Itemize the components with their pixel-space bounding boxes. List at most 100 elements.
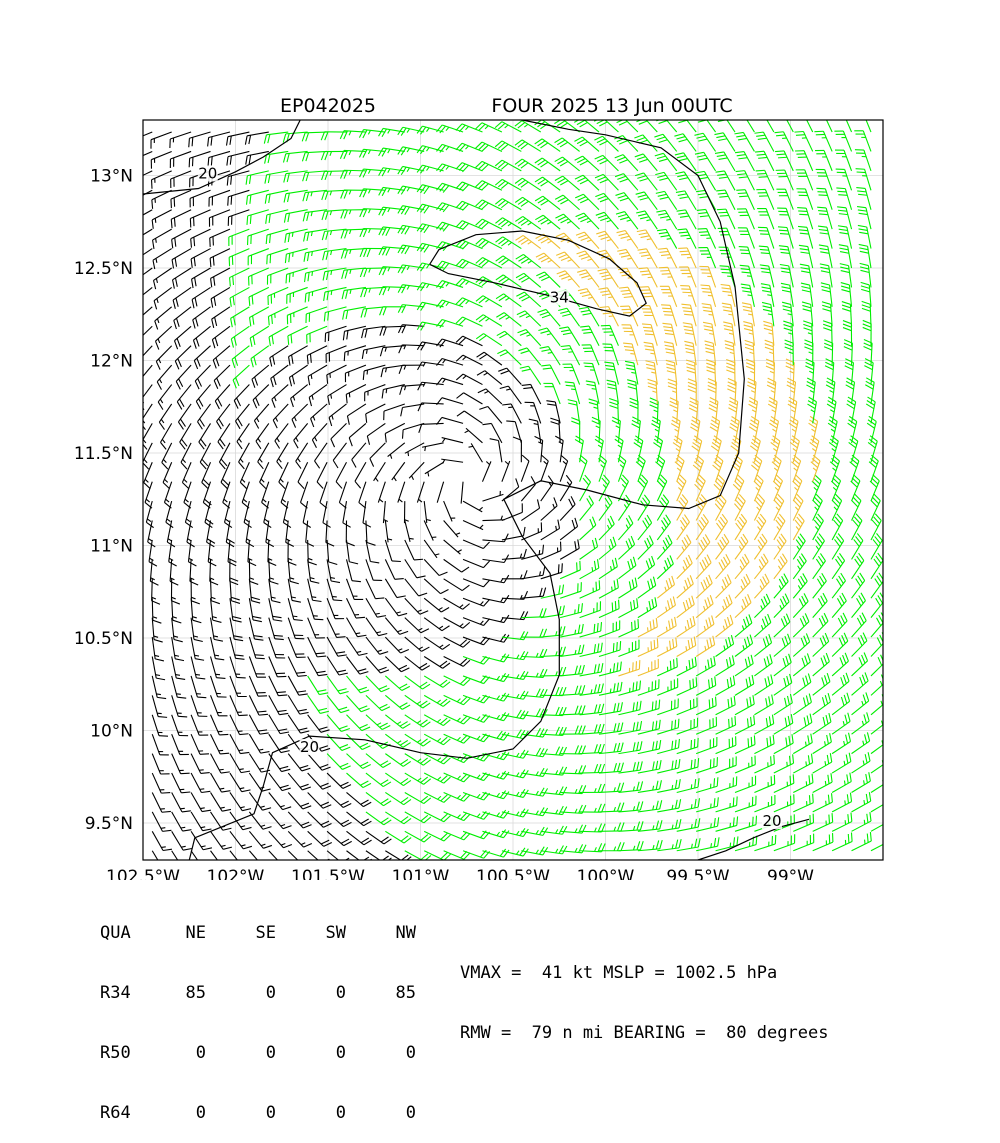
barb-feather [178,359,182,367]
barb-shaft [349,423,366,437]
barb-feather [154,640,163,642]
barb-feather [849,733,851,742]
wind-barb [535,436,543,462]
barb-feather [828,795,829,804]
barb-feather [747,718,748,727]
barb-feather [256,441,261,449]
barb-feather [361,309,363,318]
barb-feather [811,734,812,743]
barb-half-feather [225,519,229,522]
barb-feather [843,328,851,331]
barb-half-feather [772,410,776,412]
barb-feather [708,597,711,606]
barb-feather [360,781,368,785]
wind-barb [513,437,521,462]
barb-feather [717,797,718,806]
barb-feather [630,398,638,401]
barb-feather [710,595,713,604]
barb-feather [841,697,844,706]
barb-feather [743,306,752,308]
barb-shaft [464,393,483,404]
wind-barb [541,497,557,520]
barb-half-feather [536,653,538,657]
barb-feather [352,460,356,468]
barb-half-feather [497,696,500,700]
wind-barb [716,615,733,637]
barb-shaft [301,482,308,503]
barb-feather [578,289,587,291]
barb-feather [734,837,735,846]
wind-barb [382,385,405,399]
barb-feather [751,737,752,746]
wind-barb [327,657,348,675]
barb-feather [881,655,885,663]
barb-shaft [463,579,483,587]
wind-barb [580,724,604,734]
barb-feather [723,310,732,312]
barb-feather [717,777,718,786]
wind-barb [329,404,346,426]
wind-barb [230,734,249,753]
wind-barb [385,559,403,579]
barb-half-feather [761,605,763,609]
barb-shaft [331,423,347,438]
barb-feather [618,823,621,831]
wind-barb [270,346,288,367]
barb-half-feather [516,831,519,835]
barb-half-feather [517,655,519,659]
wind-barb [580,517,596,540]
wind-barb [677,718,698,734]
wind-barb [657,617,676,637]
wind-barb [347,598,365,618]
barb-feather [842,309,851,312]
barb-shaft [306,521,308,543]
barb-shaft [315,443,328,461]
barb-feather [624,346,633,347]
barb-feather [866,794,867,803]
barb-shaft [333,443,346,461]
barb-feather [723,322,732,324]
wind-barb [347,657,369,675]
barb-feather [618,803,621,812]
wind-barb [813,573,827,598]
barb-feather [597,623,598,632]
barb-feather [579,745,582,753]
wind-barb [813,753,832,773]
barb-feather [726,363,734,366]
wind-barb [230,695,248,715]
barb-feather [682,308,691,309]
wind-barb [871,672,887,695]
barb-half-feather [815,526,818,529]
barb-half-feather [774,468,777,471]
wind-barb [331,423,347,447]
barb-half-feather [863,741,864,745]
barb-feather [176,678,185,679]
barb-feather [860,615,864,623]
barb-feather [772,695,774,704]
barb-feather [297,691,306,692]
barb-feather [721,560,725,568]
wind-barb [155,326,171,349]
barb-feather [213,360,216,368]
wind-barb [465,428,483,443]
barb-feather [637,841,640,850]
wind-barb [560,561,580,579]
wind-barb [288,637,305,657]
barb-feather [440,590,448,594]
barb-half-feather [497,774,500,778]
wind-barb [541,365,560,385]
barb-half-feather [458,550,462,552]
barb-feather [582,645,584,654]
wind-barb [871,792,890,812]
barb-feather [283,826,291,829]
barb-feather [615,601,616,610]
barb-feather [638,619,639,628]
barb-half-feather [497,715,500,719]
wind-barb [367,423,385,444]
wind-barb [871,752,889,773]
barb-half-feather [412,476,414,480]
barb-feather [292,419,296,427]
wind-barb [502,404,521,423]
barb-feather [825,633,828,641]
barb-feather [685,345,694,347]
